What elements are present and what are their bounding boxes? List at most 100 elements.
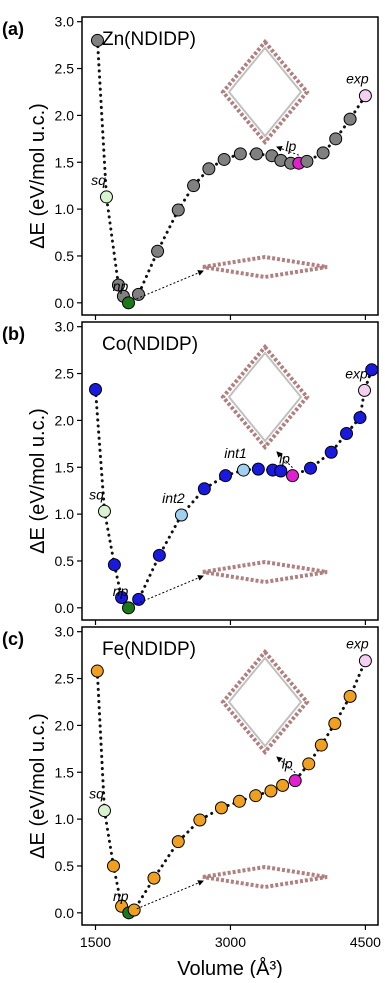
data-point [325, 446, 337, 458]
y-tick-label: 2.5 [55, 671, 75, 687]
data-point [359, 90, 371, 102]
point-label: np [113, 888, 129, 904]
point-label: exp [346, 636, 369, 652]
data-point [329, 718, 341, 730]
data-point [344, 113, 356, 125]
data-point [366, 364, 378, 376]
y-tick-label: 0.5 [55, 553, 75, 569]
panel-label: (a) [2, 19, 24, 39]
y-axis-label: ΔE (eV/mol u.c.) [27, 713, 49, 859]
data-point [234, 148, 246, 160]
data-point [359, 384, 371, 396]
data-point [100, 191, 112, 203]
data-point [128, 904, 140, 916]
y-tick-label: 3.0 [55, 624, 75, 640]
data-point [98, 505, 110, 517]
y-tick-label: 0.0 [55, 905, 75, 921]
point-label: np [113, 583, 129, 599]
point-label: sq [89, 486, 104, 502]
y-tick-label: 1.0 [55, 811, 75, 827]
framework-diamond [223, 347, 307, 447]
data-point [265, 785, 277, 797]
y-axis-label: ΔE (eV/mol u.c.) [27, 103, 49, 249]
data-point [148, 872, 160, 884]
framework-flat [203, 257, 327, 277]
framework-diamond-inner [229, 658, 301, 746]
data-point [305, 462, 317, 474]
data-point [315, 739, 327, 751]
panel-label: (c) [2, 629, 24, 649]
data-point [251, 148, 263, 160]
y-tick-label: 0.5 [55, 858, 75, 874]
point-label: exp [346, 71, 369, 87]
plot-frame [82, 627, 378, 925]
framework-diamond-inner [229, 48, 301, 136]
figure: 0.0 0.5 1.0 1.5 2.0 2.5 3.0 ΔE (eV/mol u.c.) (a)… [0, 0, 385, 978]
y-tick-label: 2.0 [55, 717, 75, 733]
data-point [198, 483, 210, 495]
data-point [341, 428, 353, 440]
y-tick-label: 2.5 [55, 61, 75, 77]
data-point [289, 775, 301, 787]
y-tick-label: 3.0 [55, 319, 75, 335]
point-label: sq [89, 786, 104, 802]
point-label: np [113, 278, 129, 294]
data-point [123, 602, 135, 614]
data-point [188, 180, 200, 192]
y-tick-label: 0.0 [55, 295, 75, 311]
data-point [218, 153, 230, 165]
y-tick-label: 1.5 [55, 154, 75, 170]
data-point [220, 470, 232, 482]
point-label: exp [345, 365, 368, 381]
point-label: sq [91, 172, 106, 188]
y-tick-label: 1.5 [55, 459, 75, 475]
y-tick-label: 1.5 [55, 764, 75, 780]
data-point [252, 463, 264, 475]
data-point [215, 802, 227, 814]
data-point [330, 133, 342, 145]
data-point [354, 412, 366, 424]
data-point [194, 814, 206, 826]
data-point [344, 690, 356, 702]
chart-title: Co(NDIDP) [102, 334, 198, 355]
data-point [250, 790, 262, 802]
data-point [317, 147, 329, 159]
framework-diamond [223, 42, 307, 142]
y-tick-label: 1.0 [55, 506, 75, 522]
data-point [133, 593, 145, 605]
x-tick-label: 1500 [80, 934, 111, 950]
x-tick-label: 3000 [215, 934, 246, 950]
panel-label: (b) [2, 324, 25, 344]
y-tick-label: 2.5 [55, 366, 75, 382]
y-tick-label: 3.0 [55, 14, 75, 30]
y-tick-label: 0.0 [55, 600, 75, 616]
data-point [301, 155, 313, 167]
data-point [153, 549, 165, 561]
data-point [133, 288, 145, 300]
data-point [107, 860, 119, 872]
data-point [277, 779, 289, 791]
chart-title: Zn(NDIDP) [102, 29, 196, 50]
framework-diamond-inner [229, 353, 301, 441]
point-label: int1 [224, 445, 247, 461]
data-point [287, 470, 299, 482]
data-point [237, 464, 249, 476]
y-tick-label: 0.5 [55, 248, 75, 264]
plot-frame [82, 17, 378, 315]
data-point [123, 297, 135, 309]
data-point [108, 559, 120, 571]
data-point [275, 465, 287, 477]
y-tick-label: 1.0 [55, 201, 75, 217]
data-point [91, 34, 103, 46]
arrow [137, 881, 203, 909]
framework-flat [203, 562, 327, 582]
y-tick-label: 2.0 [55, 412, 75, 428]
data-point [89, 383, 101, 395]
x-tick-label: 4500 [350, 934, 381, 950]
panel: 0.0 0.5 1.0 1.5 2.0 2.5 3.0 ΔE (eV/mol u.c.) (b)… [2, 319, 378, 625]
data-point [303, 758, 315, 770]
data-point [91, 665, 103, 677]
y-tick-label: 2.0 [55, 107, 75, 123]
y-axis-label: ΔE (eV/mol u.c.) [27, 408, 49, 554]
data-point [172, 836, 184, 848]
